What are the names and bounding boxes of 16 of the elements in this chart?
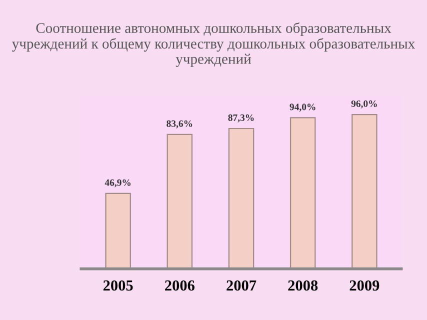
data-label: 83,6%: [166, 120, 192, 128]
x-tick-label: 2005: [103, 280, 133, 291]
data-label: 96,0%: [351, 100, 377, 108]
bar: [105, 192, 131, 269]
x-tick-label: 2008: [288, 280, 318, 291]
chart-title: Соотношение автономных дошкольных образовательных учреждений к общему количеству дошкольных образовательных учреждений: [12, 22, 415, 67]
bar: [228, 128, 254, 269]
x-tick-label: 2007: [226, 280, 256, 291]
bar: [290, 117, 316, 269]
data-label: 46,9%: [104, 179, 131, 188]
bar: [352, 114, 378, 269]
bar: [166, 134, 193, 269]
x-tick-label: 2006: [165, 280, 194, 291]
data-label: 94,0%: [290, 104, 316, 112]
x-tick-label: 2009: [350, 280, 380, 291]
data-label: 87,3%: [228, 114, 254, 122]
